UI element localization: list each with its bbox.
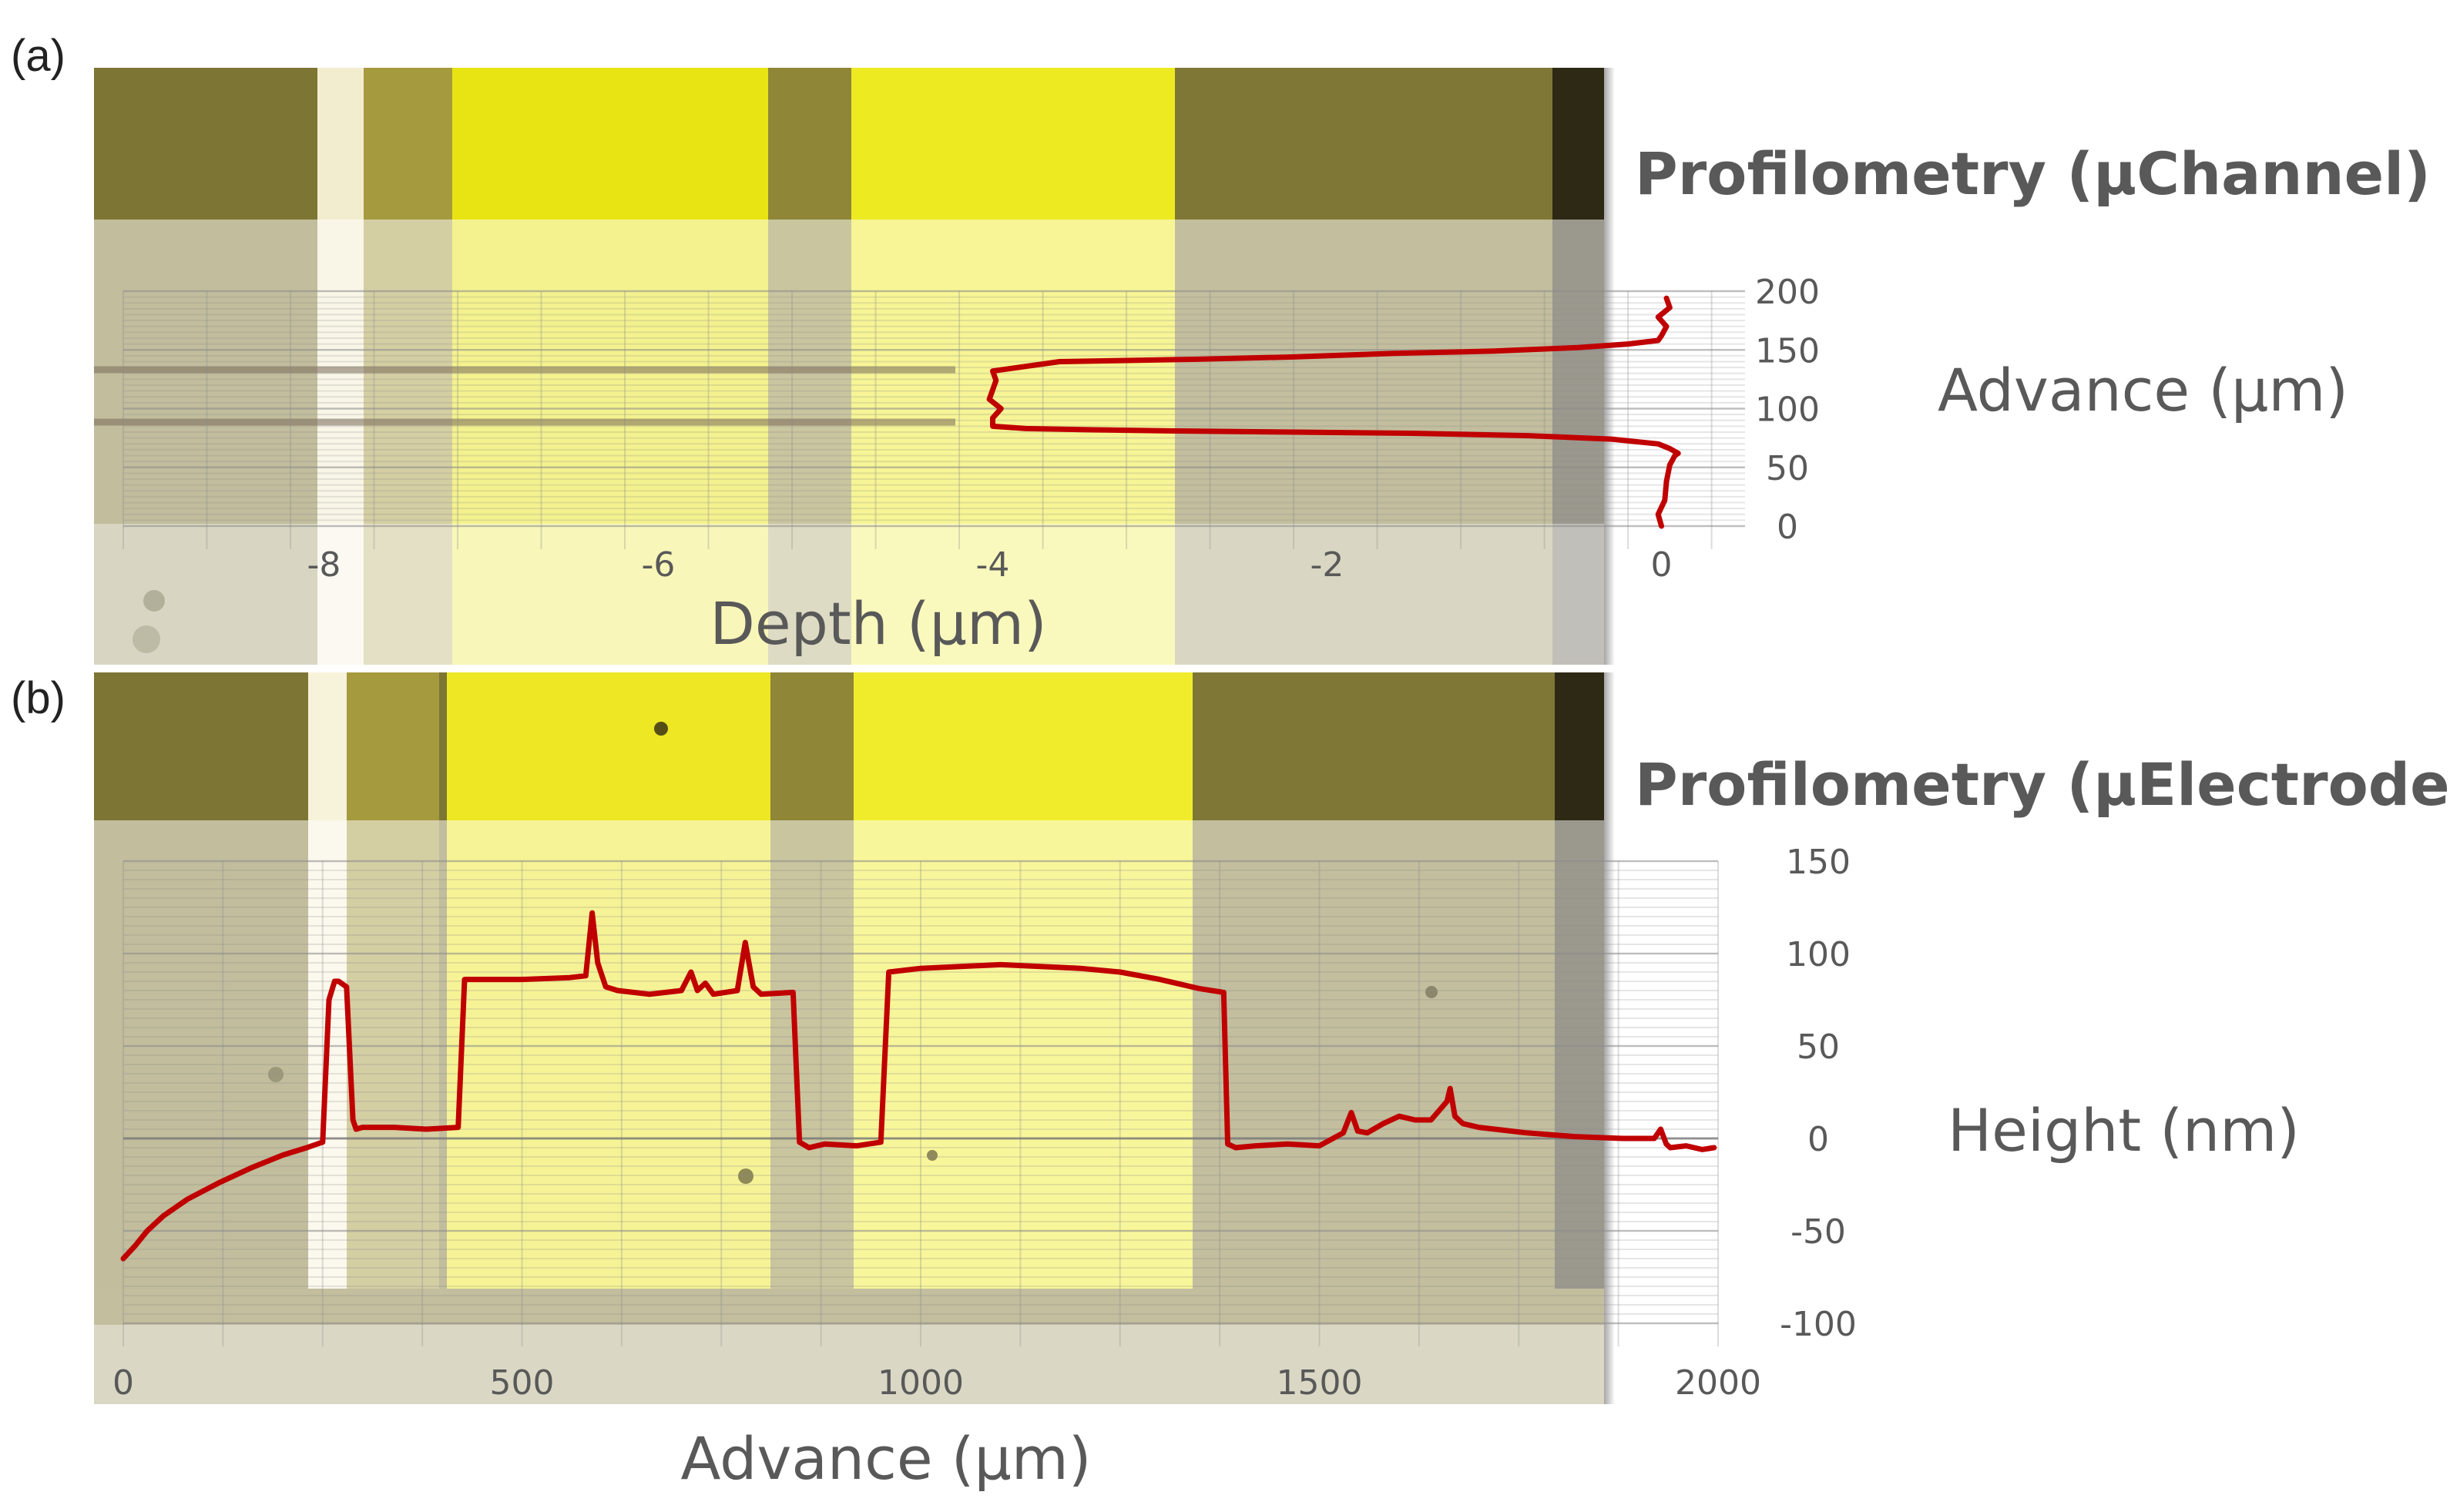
x-tick-label: 0	[112, 1363, 134, 1403]
panel-a-micrograph	[94, 68, 1604, 665]
chart-a-ylabel: Advance (µm)	[1938, 356, 2348, 424]
panel-a-label: (a)	[11, 31, 65, 81]
y-tick-label: 0	[1807, 1120, 1829, 1159]
x-tick-label: -8	[307, 545, 341, 585]
y-tick-label: 150	[1786, 843, 1851, 882]
chart-b-grid	[123, 860, 1719, 1346]
x-tick-label: 1000	[878, 1363, 964, 1403]
y-tick-label: -50	[1791, 1212, 1846, 1252]
x-tick-label: -6	[641, 545, 675, 585]
profile-trace	[120, 910, 1717, 1262]
x-tick-label: -2	[1311, 545, 1344, 585]
chart-a-title: Profilometry (µChannel)	[1635, 139, 2431, 208]
y-tick-label: -100	[1780, 1305, 1857, 1344]
x-tick-label: 0	[1650, 545, 1672, 585]
chart-b-plot	[120, 910, 1717, 1262]
edge-shade-a	[1604, 68, 1615, 665]
x-tick-label: -4	[976, 545, 1010, 585]
panel-b-label: (b)	[11, 673, 65, 723]
x-tick-label: 500	[490, 1363, 555, 1403]
y-tick-label: 150	[1755, 331, 1820, 370]
x-tick-label: 1500	[1277, 1363, 1363, 1403]
panel-b-micrograph	[94, 672, 1604, 1404]
chart-b-title: Profilometry (µElectrode)	[1635, 750, 2450, 819]
x-tick-label: 2000	[1675, 1363, 1761, 1403]
chart-a-plot	[986, 295, 1681, 529]
y-tick-label: 50	[1797, 1028, 1840, 1067]
chart-b-xlabel: Advance (µm)	[680, 1424, 1091, 1493]
y-tick-label: 100	[1786, 935, 1851, 974]
y-tick-label: 0	[1777, 508, 1798, 547]
y-tick-label: 200	[1755, 273, 1820, 312]
profile-trace	[986, 295, 1681, 529]
right-margin	[1604, 0, 2450, 1512]
chart-a-xlabel: Depth (µm)	[710, 589, 1046, 658]
chart-b-ylabel: Height (nm)	[1948, 1096, 2300, 1165]
edge-shade-b	[1604, 672, 1615, 1404]
chart-a-ticks: 0 50 100 150 200 -8 -6 -4 -2 0	[307, 273, 1820, 585]
y-tick-label: 100	[1755, 391, 1820, 430]
y-tick-label: 50	[1766, 449, 1809, 488]
chart-a-grid	[123, 290, 1745, 549]
